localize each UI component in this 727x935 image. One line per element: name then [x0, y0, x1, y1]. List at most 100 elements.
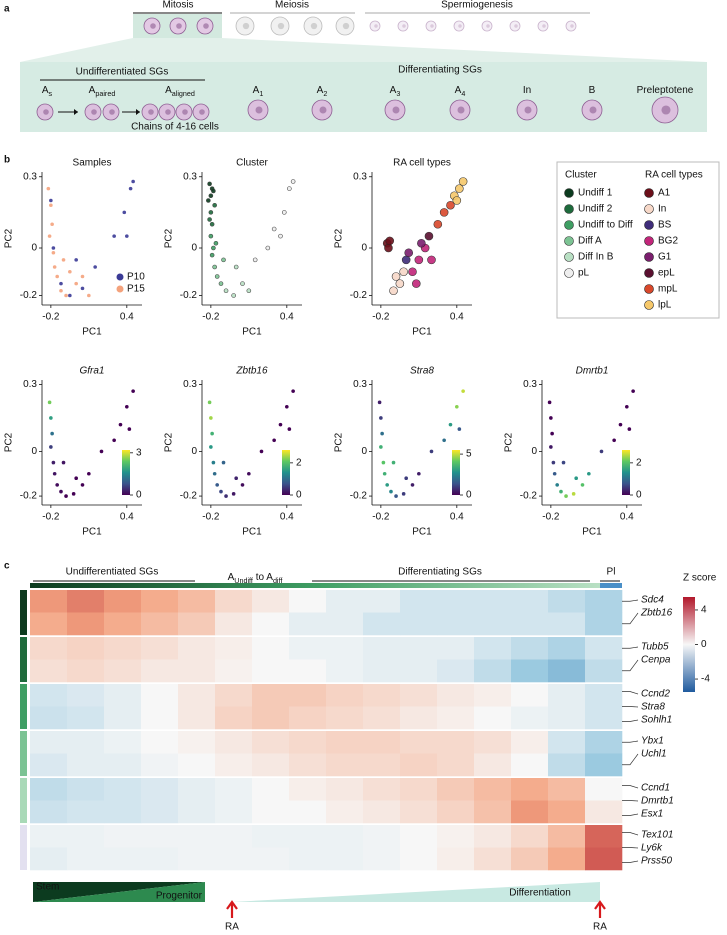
data-point [207, 217, 212, 222]
spermatid-nucleus [570, 24, 574, 28]
cell-type-label: B [589, 85, 596, 96]
data-point [385, 236, 395, 246]
x-axis-label: PC1 [242, 327, 262, 338]
heat-cell [215, 825, 253, 848]
data-point [240, 483, 245, 487]
heat-cell [400, 825, 438, 848]
heat-cell [104, 637, 142, 660]
data-point [618, 422, 623, 427]
heat-cell [289, 637, 327, 660]
heat-cell [363, 612, 401, 636]
data-point [571, 492, 576, 496]
heat-cell [178, 778, 216, 801]
data-point [278, 233, 283, 239]
chart-title: Zbtb16 [235, 366, 268, 377]
heat-cell [104, 684, 142, 707]
data-point [55, 483, 59, 487]
heat-cell [363, 825, 401, 848]
heat-cell [178, 825, 216, 848]
group-title: Differentiating SGs [398, 65, 482, 76]
sg-cell-nucleus [524, 106, 532, 114]
heat-cell [141, 778, 179, 801]
heat-cell [326, 706, 364, 730]
data-point [51, 250, 56, 255]
heat-cell [363, 637, 401, 660]
module-strip [20, 731, 27, 776]
data-point [224, 494, 228, 498]
gene-leader [622, 813, 639, 816]
x-axis-label: PC1 [82, 327, 102, 338]
gene-leader [622, 691, 639, 695]
chain-note: Chains of 4-16 cells [131, 122, 219, 133]
column-group-label-part: A [228, 572, 235, 583]
ra-arrow [226, 900, 238, 918]
legend-marker [644, 236, 654, 246]
heat-cell [363, 590, 401, 613]
chart-title: Stra8 [410, 366, 434, 377]
meiosis-cell-nucleus [342, 22, 350, 30]
data-point [49, 203, 53, 208]
data-point [51, 246, 56, 250]
cell-type-label-sub: paired [95, 89, 115, 98]
y-axis-label: PC2 [504, 432, 515, 452]
heat-cell [548, 800, 586, 824]
heat-cell [511, 778, 549, 801]
legend-marker [644, 268, 654, 278]
heat-cell [67, 637, 105, 660]
heat-cell [437, 590, 475, 613]
data-point [564, 494, 568, 498]
legend-label: Diff In B [578, 252, 614, 263]
legend-title: RA cell types [645, 170, 703, 181]
heat-cell [400, 612, 438, 636]
data-point [272, 438, 276, 443]
data-point [247, 471, 251, 476]
cell-type-label-part: A [455, 85, 462, 96]
heat-cell [215, 706, 253, 730]
gene-label: Ccnd2 [641, 689, 670, 700]
chart-title: Cluster [236, 158, 268, 169]
colorbar-tick-label: 3 [136, 447, 142, 458]
colorbar [282, 450, 290, 495]
data-point [427, 255, 436, 265]
heat-cell [326, 778, 364, 801]
data-point [380, 431, 384, 436]
data-point [458, 177, 468, 186]
y-tick-label: 0.3 [23, 171, 37, 182]
cell-type-label: Aaligned [165, 85, 195, 99]
legend-marker [564, 252, 574, 262]
y-axis-label: PC2 [4, 228, 15, 248]
heat-cell [437, 731, 475, 754]
data-point [290, 179, 296, 184]
legend-title: Cluster [565, 170, 597, 181]
legend-marker [564, 236, 574, 246]
data-point [212, 471, 217, 476]
data-point [287, 427, 292, 431]
data-point [68, 293, 72, 298]
data-point [55, 274, 59, 279]
x-tick-label: -0.2 [202, 512, 220, 523]
cell-type-label-sub: 3 [396, 89, 400, 98]
y-axis-label: PC2 [164, 228, 175, 248]
panel-label: b [4, 155, 10, 166]
column-group-label: Undifferentiated SGs [66, 567, 159, 578]
heat-cell [252, 847, 290, 871]
heat-cell [437, 659, 475, 683]
heat-cell [141, 612, 179, 636]
heat-cell [252, 612, 290, 636]
data-point [221, 460, 226, 465]
data-point [99, 449, 104, 454]
heat-cell [67, 706, 105, 730]
heat-cell [252, 590, 290, 613]
progenitor-label: Progenitor [156, 891, 203, 902]
progenitor-shape [33, 882, 205, 902]
data-point [587, 471, 591, 476]
heat-cell [67, 731, 105, 754]
stage-label: Meiosis [275, 0, 309, 11]
heat-cell [215, 684, 253, 707]
data-point [209, 221, 215, 227]
module-strip [20, 684, 27, 729]
heat-cell [511, 637, 549, 660]
cell-type-label-part: A [165, 85, 172, 96]
heat-cell [585, 637, 623, 660]
data-point [118, 422, 123, 427]
